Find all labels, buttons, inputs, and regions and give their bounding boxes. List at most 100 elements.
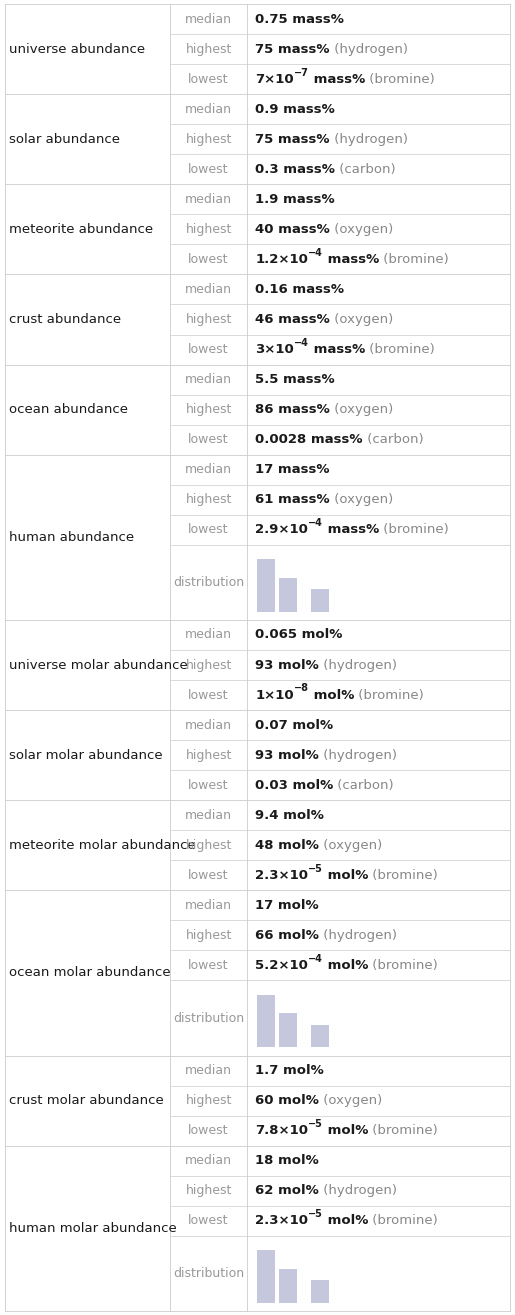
Text: 46 mass%: 46 mass% bbox=[255, 313, 330, 326]
Text: (hydrogen): (hydrogen) bbox=[319, 659, 397, 672]
Text: 18 mol%: 18 mol% bbox=[255, 1155, 319, 1168]
Text: median: median bbox=[185, 1155, 232, 1168]
Text: 93 mol%: 93 mol% bbox=[255, 748, 319, 761]
Text: 60 mol%: 60 mol% bbox=[255, 1094, 319, 1107]
Text: meteorite molar abundance: meteorite molar abundance bbox=[9, 839, 196, 852]
Text: 17 mass%: 17 mass% bbox=[255, 463, 330, 476]
Text: mass%: mass% bbox=[309, 343, 365, 356]
Text: (oxygen): (oxygen) bbox=[319, 1094, 382, 1107]
Text: highest: highest bbox=[185, 1185, 232, 1198]
Text: ocean abundance: ocean abundance bbox=[9, 404, 128, 416]
Text: (bromine): (bromine) bbox=[379, 252, 449, 266]
Bar bbox=[257, 559, 275, 611]
Text: (bromine): (bromine) bbox=[368, 1214, 438, 1227]
Text: human molar abundance: human molar abundance bbox=[9, 1222, 177, 1235]
Text: 1×10: 1×10 bbox=[255, 689, 294, 702]
Text: distribution: distribution bbox=[173, 576, 244, 589]
Text: 7×10: 7×10 bbox=[255, 72, 294, 85]
Text: (hydrogen): (hydrogen) bbox=[319, 1185, 397, 1198]
Text: mol%: mol% bbox=[323, 959, 368, 972]
Text: median: median bbox=[185, 629, 232, 642]
Text: median: median bbox=[185, 1064, 232, 1077]
Text: ocean molar abundance: ocean molar abundance bbox=[9, 967, 170, 980]
Text: 0.07 mol%: 0.07 mol% bbox=[255, 718, 333, 731]
Bar bbox=[311, 1026, 329, 1047]
Text: 48 mol%: 48 mol% bbox=[255, 839, 319, 852]
Text: (bromine): (bromine) bbox=[354, 689, 424, 702]
Text: highest: highest bbox=[185, 493, 232, 506]
Text: lowest: lowest bbox=[188, 1124, 229, 1137]
Text: 0.75 mass%: 0.75 mass% bbox=[255, 13, 344, 25]
Text: 17 mol%: 17 mol% bbox=[255, 899, 319, 911]
Text: 3×10: 3×10 bbox=[255, 343, 294, 356]
Text: median: median bbox=[185, 193, 232, 206]
Text: (oxygen): (oxygen) bbox=[330, 313, 393, 326]
Text: median: median bbox=[185, 13, 232, 25]
Text: 2.9×10: 2.9×10 bbox=[255, 523, 308, 537]
Text: 1.7 mol%: 1.7 mol% bbox=[255, 1064, 324, 1077]
Bar bbox=[279, 1269, 297, 1303]
Text: solar abundance: solar abundance bbox=[9, 133, 120, 146]
Text: mol%: mol% bbox=[323, 1124, 368, 1137]
Text: highest: highest bbox=[185, 659, 232, 672]
Text: (bromine): (bromine) bbox=[368, 1124, 438, 1137]
Text: 0.03 mol%: 0.03 mol% bbox=[255, 778, 333, 792]
Text: (hydrogen): (hydrogen) bbox=[319, 928, 397, 942]
Text: −4: −4 bbox=[308, 953, 323, 964]
Text: median: median bbox=[185, 373, 232, 387]
Text: −7: −7 bbox=[294, 67, 308, 78]
Text: (oxygen): (oxygen) bbox=[319, 839, 382, 852]
Text: highest: highest bbox=[185, 839, 232, 852]
Text: −5: −5 bbox=[308, 864, 323, 873]
Text: median: median bbox=[185, 899, 232, 911]
Text: lowest: lowest bbox=[188, 778, 229, 792]
Text: (hydrogen): (hydrogen) bbox=[330, 42, 408, 55]
Text: lowest: lowest bbox=[188, 163, 229, 176]
Text: highest: highest bbox=[185, 404, 232, 416]
Text: −4: −4 bbox=[294, 338, 309, 348]
Text: 2.3×10: 2.3×10 bbox=[255, 869, 308, 882]
Text: 0.065 mol%: 0.065 mol% bbox=[255, 629, 342, 642]
Text: 86 mass%: 86 mass% bbox=[255, 404, 330, 416]
Text: 75 mass%: 75 mass% bbox=[255, 133, 330, 146]
Text: (bromine): (bromine) bbox=[368, 959, 438, 972]
Text: lowest: lowest bbox=[188, 869, 229, 882]
Text: solar molar abundance: solar molar abundance bbox=[9, 748, 163, 761]
Text: (hydrogen): (hydrogen) bbox=[319, 748, 397, 761]
Text: 93 mol%: 93 mol% bbox=[255, 659, 319, 672]
Text: 0.0028 mass%: 0.0028 mass% bbox=[255, 433, 363, 446]
Text: lowest: lowest bbox=[188, 433, 229, 446]
Text: universe molar abundance: universe molar abundance bbox=[9, 659, 188, 672]
Text: 2.3×10: 2.3×10 bbox=[255, 1214, 308, 1227]
Text: median: median bbox=[185, 718, 232, 731]
Text: crust abundance: crust abundance bbox=[9, 313, 121, 326]
Text: 66 mol%: 66 mol% bbox=[255, 928, 319, 942]
Text: 61 mass%: 61 mass% bbox=[255, 493, 330, 506]
Text: highest: highest bbox=[185, 42, 232, 55]
Text: 62 mol%: 62 mol% bbox=[255, 1185, 319, 1198]
Text: highest: highest bbox=[185, 928, 232, 942]
Bar bbox=[257, 1251, 275, 1303]
Text: (hydrogen): (hydrogen) bbox=[330, 133, 408, 146]
Text: (carbon): (carbon) bbox=[333, 778, 394, 792]
Text: (bromine): (bromine) bbox=[365, 72, 435, 85]
Text: lowest: lowest bbox=[188, 959, 229, 972]
Text: 5.2×10: 5.2×10 bbox=[255, 959, 308, 972]
Text: 5.5 mass%: 5.5 mass% bbox=[255, 373, 335, 387]
Text: highest: highest bbox=[185, 313, 232, 326]
Text: crust molar abundance: crust molar abundance bbox=[9, 1094, 164, 1107]
Text: 75 mass%: 75 mass% bbox=[255, 42, 330, 55]
Text: 7.8×10: 7.8×10 bbox=[255, 1124, 308, 1137]
Text: (oxygen): (oxygen) bbox=[330, 404, 393, 416]
Text: −5: −5 bbox=[308, 1210, 323, 1219]
Text: (bromine): (bromine) bbox=[379, 523, 449, 537]
Text: median: median bbox=[185, 809, 232, 822]
Bar bbox=[279, 577, 297, 611]
Text: mass%: mass% bbox=[323, 252, 379, 266]
Text: highest: highest bbox=[185, 133, 232, 146]
Text: universe abundance: universe abundance bbox=[9, 42, 145, 55]
Text: highest: highest bbox=[185, 222, 232, 235]
Bar bbox=[279, 1014, 297, 1047]
Text: highest: highest bbox=[185, 748, 232, 761]
Text: median: median bbox=[185, 283, 232, 296]
